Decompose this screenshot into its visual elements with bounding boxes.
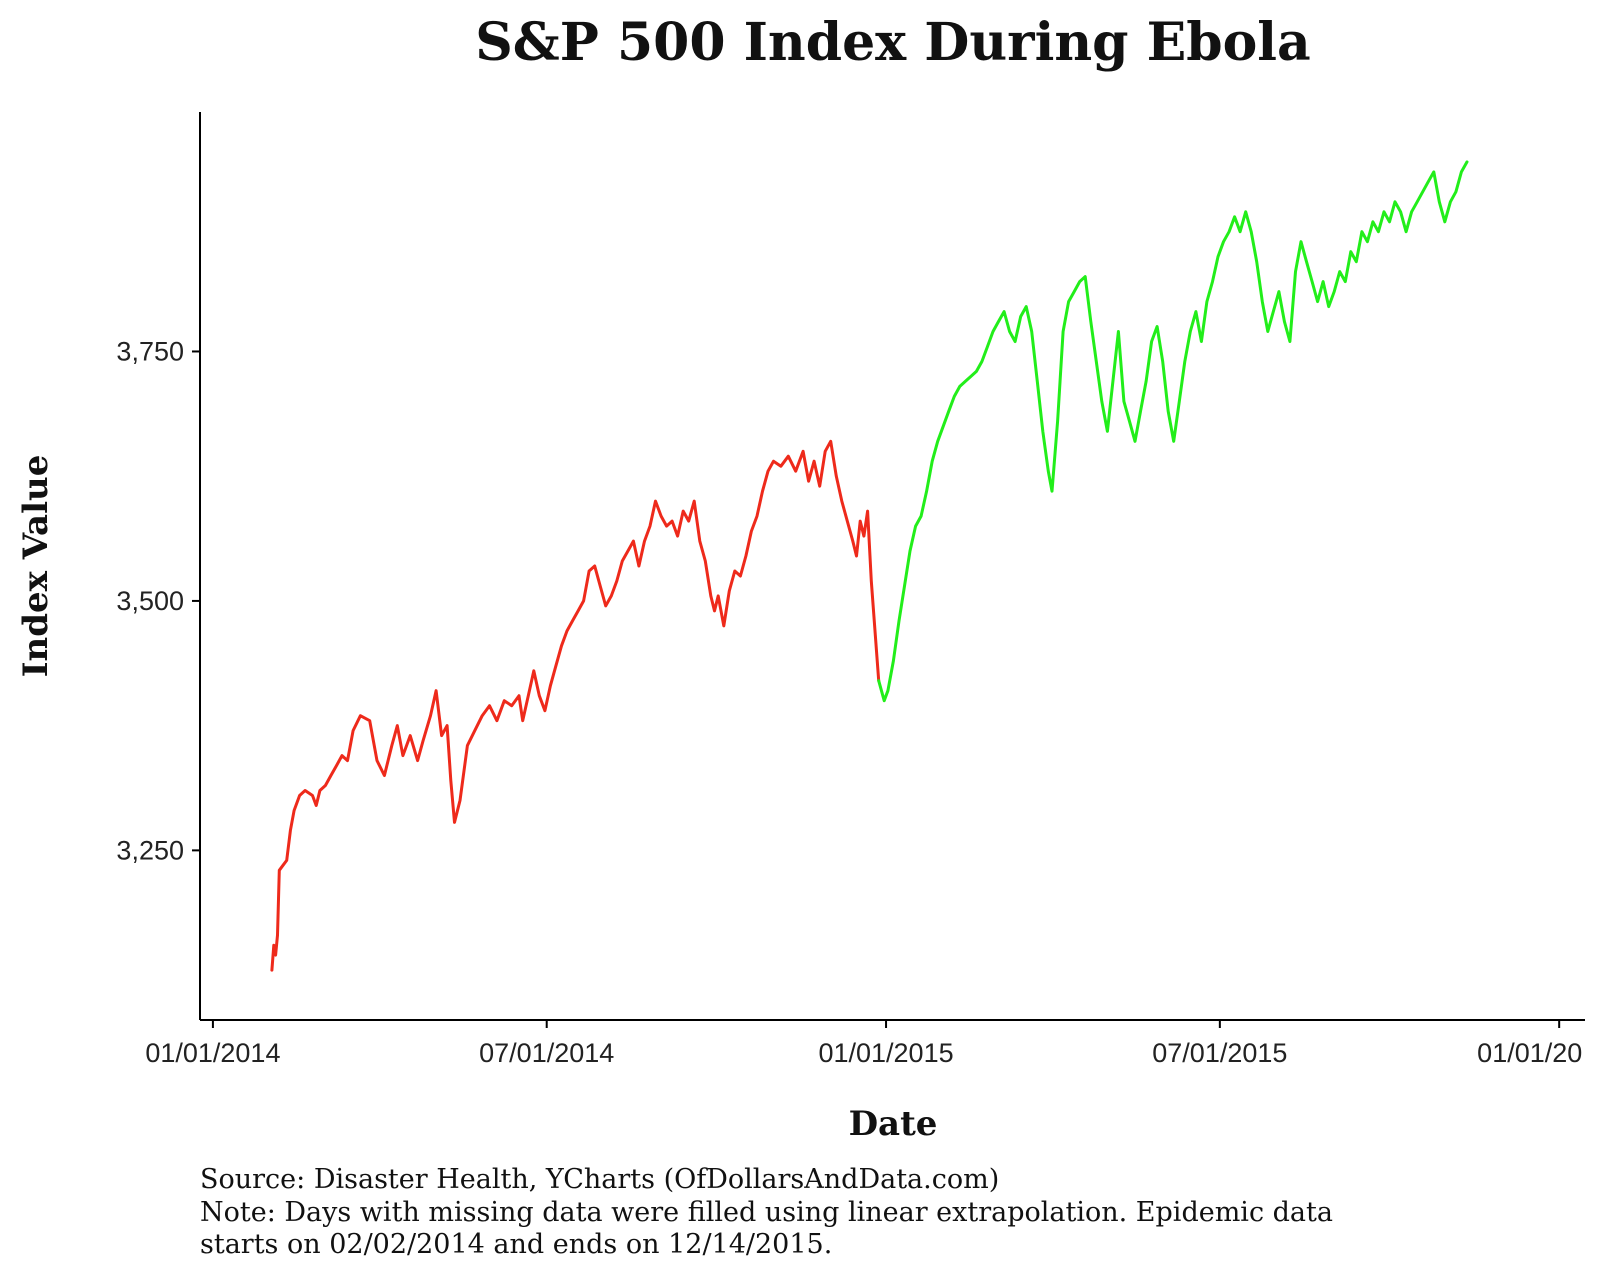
y-tick-label: 3,500: [116, 586, 184, 616]
x-tick-label: 01/01/2015: [818, 1038, 953, 1068]
y-axis: 3,250 3,500 3,750: [116, 336, 200, 865]
x-tick-label: 07/01/2015: [1152, 1038, 1287, 1068]
y-tick-label: 3,750: [116, 336, 184, 366]
x-axis-title: Date: [849, 1104, 938, 1144]
x-tick-label: 01/01/20: [1477, 1038, 1582, 1068]
caption-note-line2: starts on 02/02/2014 and ends on 12/14/2…: [200, 1229, 832, 1260]
y-axis-title: Index Value: [16, 455, 56, 678]
x-tick-label: 01/01/2014: [145, 1038, 280, 1068]
series-line-green: [877, 160, 1469, 703]
y-tick-label: 3,250: [116, 835, 184, 865]
plot-area: [270, 160, 1469, 972]
series-line-red: [270, 439, 881, 972]
x-tick-label: 07/01/2014: [479, 1038, 614, 1068]
x-axis: 01/01/2014 07/01/2014 01/01/2015 07/01/2015…: [145, 1020, 1582, 1068]
caption-note-line1: Note: Days with missing data were filled…: [200, 1197, 1333, 1228]
chart-title: S&P 500 Index During Ebola: [475, 12, 1310, 73]
caption-source: Source: Disaster Health, YCharts (OfDoll…: [200, 1164, 999, 1195]
